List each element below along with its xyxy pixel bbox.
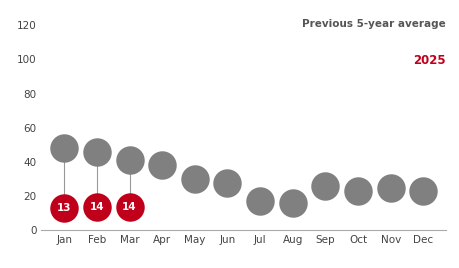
Text: 14: 14 — [90, 202, 104, 211]
Point — [126, 204, 133, 209]
Point — [158, 163, 166, 168]
Point — [224, 180, 231, 185]
Point — [353, 189, 361, 193]
Point — [126, 158, 133, 162]
Text: 14: 14 — [122, 202, 137, 211]
Point — [288, 201, 296, 205]
Text: Previous 5-year average: Previous 5-year average — [302, 19, 445, 29]
Point — [191, 177, 198, 181]
Text: 13: 13 — [57, 203, 71, 213]
Point — [61, 146, 68, 151]
Point — [256, 199, 263, 203]
Point — [386, 185, 393, 190]
Point — [93, 150, 101, 154]
Point — [61, 206, 68, 210]
Point — [321, 184, 328, 188]
Text: 2025: 2025 — [413, 54, 445, 67]
Point — [93, 204, 101, 209]
Point — [419, 189, 426, 193]
